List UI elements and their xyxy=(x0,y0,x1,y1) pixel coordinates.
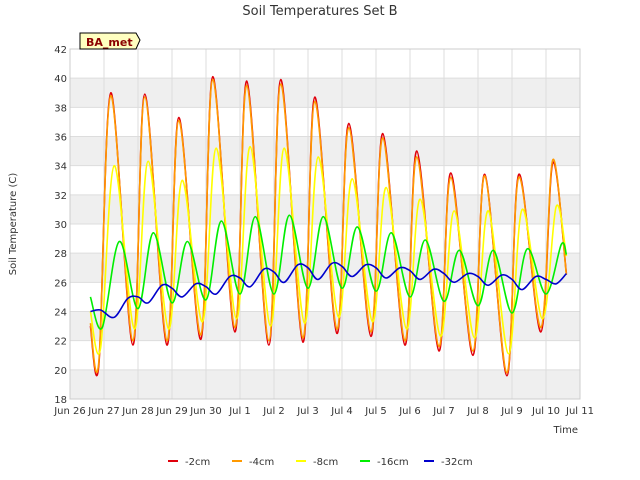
site-badge-label: BA_met xyxy=(86,36,133,49)
y-axis: 18 20 22 24 26 28 30 32 34 36 38 40 42 xyxy=(54,45,67,406)
series-lines xyxy=(89,75,568,377)
y-tick-label: 18 xyxy=(54,395,67,406)
y-tick-label: 32 xyxy=(54,191,67,202)
plot-area xyxy=(69,48,581,400)
x-tick-label: Jun 27 xyxy=(87,406,120,417)
y-tick-label: 36 xyxy=(54,133,67,144)
x-tick-label: Jun 28 xyxy=(121,406,154,417)
legend-label: -32cm xyxy=(441,457,473,468)
x-tick-label: Jul 10 xyxy=(531,406,560,417)
series-line-16cmcm xyxy=(89,214,568,330)
background-band xyxy=(70,78,580,108)
y-tick-label: 30 xyxy=(54,220,67,231)
y-tick-label: 24 xyxy=(54,308,67,319)
x-tick-label: Jun 30 xyxy=(189,406,222,417)
x-tick-label: Jun 26 xyxy=(53,406,86,417)
x-tick-label: Jul 2 xyxy=(262,406,285,417)
x-tick-label: Jul 6 xyxy=(398,406,421,417)
series-line-4cmcm xyxy=(89,78,568,374)
x-tick-label: Jul 9 xyxy=(500,406,523,417)
site-badge-box xyxy=(79,32,141,50)
legend-label: -8cm xyxy=(313,457,338,468)
background-band xyxy=(70,369,580,399)
background-band xyxy=(70,311,580,341)
site-badge: BA_met xyxy=(79,32,141,50)
series-line-8cmcm xyxy=(89,145,568,355)
x-tick-label: Jul 8 xyxy=(466,406,489,417)
x-axis-title: Time xyxy=(553,425,578,436)
x-tick-label: Jul 1 xyxy=(228,406,251,417)
legend-label: -4cm xyxy=(249,457,274,468)
legend-label: -16cm xyxy=(377,457,409,468)
legend-label: -2cm xyxy=(185,457,210,468)
x-tick-label: Jul 5 xyxy=(364,406,387,417)
legend: -2cm -4cm -8cm -16cm -32cm xyxy=(168,457,473,468)
y-tick-label: 26 xyxy=(54,278,67,289)
y-tick-label: 28 xyxy=(54,249,67,260)
y-tick-label: 40 xyxy=(54,74,67,85)
x-axis: Jun 26 Jun 27 Jun 28 Jun 29 Jun 30 Jul 1 Jul 2… xyxy=(53,406,594,417)
x-tick-label: Jul 11 xyxy=(565,406,594,417)
background-band xyxy=(70,136,580,166)
y-axis-title: Soil Temperature (C) xyxy=(8,173,19,276)
chart-title: Soil Temperatures Set B xyxy=(242,4,397,19)
y-tick-label: 42 xyxy=(54,45,67,56)
x-tick-label: Jul 4 xyxy=(330,406,353,417)
y-tick-label: 20 xyxy=(54,366,67,377)
x-tick-label: Jul 3 xyxy=(296,406,319,417)
x-tick-label: Jul 7 xyxy=(432,406,455,417)
y-tick-label: 22 xyxy=(54,337,67,348)
series-line-32cmcm xyxy=(90,261,567,319)
y-tick-label: 34 xyxy=(54,162,67,173)
x-tick-label: Jun 29 xyxy=(155,406,188,417)
y-tick-label: 38 xyxy=(54,103,67,114)
